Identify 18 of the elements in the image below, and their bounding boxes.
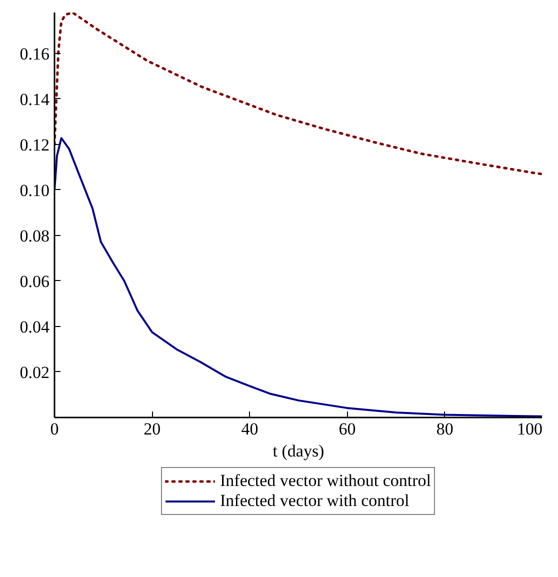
x-axis-title: t (days) [272,442,324,460]
x-tick-label: 40 [241,420,258,438]
y-tick-label: 0.14 [20,90,50,109]
x-tick-label: 0 [50,420,59,438]
line-series [54,12,542,176]
y-tick-label: 0.12 [20,135,50,154]
y-tick-label: 0.04 [20,317,50,336]
x-tick-label: 20 [144,420,161,438]
x-tick-label: 100 [517,420,542,438]
legend-label: Infected vector with control [220,491,410,511]
y-tick-label: 0.08 [20,226,50,246]
x-tick-label: 60 [338,420,356,438]
y-tick-label: 0.10 [20,180,50,200]
y-tick-label: 0.06 [20,272,50,291]
legend-label: Infected vector without control [220,471,432,491]
x-tick-label: 80 [436,420,454,438]
y-tick-label: 0.16 [20,44,50,64]
y-tick-label: 0.02 [20,362,50,382]
